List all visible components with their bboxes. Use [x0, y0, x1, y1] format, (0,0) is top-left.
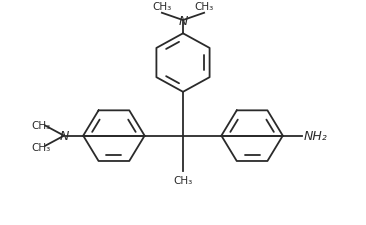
Text: CH₃: CH₃ [31, 120, 50, 130]
Text: CH₃: CH₃ [173, 175, 193, 185]
Text: NH₂: NH₂ [304, 130, 328, 142]
Text: CH₃: CH₃ [31, 142, 50, 152]
Text: CH₃: CH₃ [152, 2, 172, 12]
Text: CH₃: CH₃ [194, 2, 214, 12]
Text: N: N [59, 130, 69, 142]
Text: N: N [178, 14, 188, 27]
